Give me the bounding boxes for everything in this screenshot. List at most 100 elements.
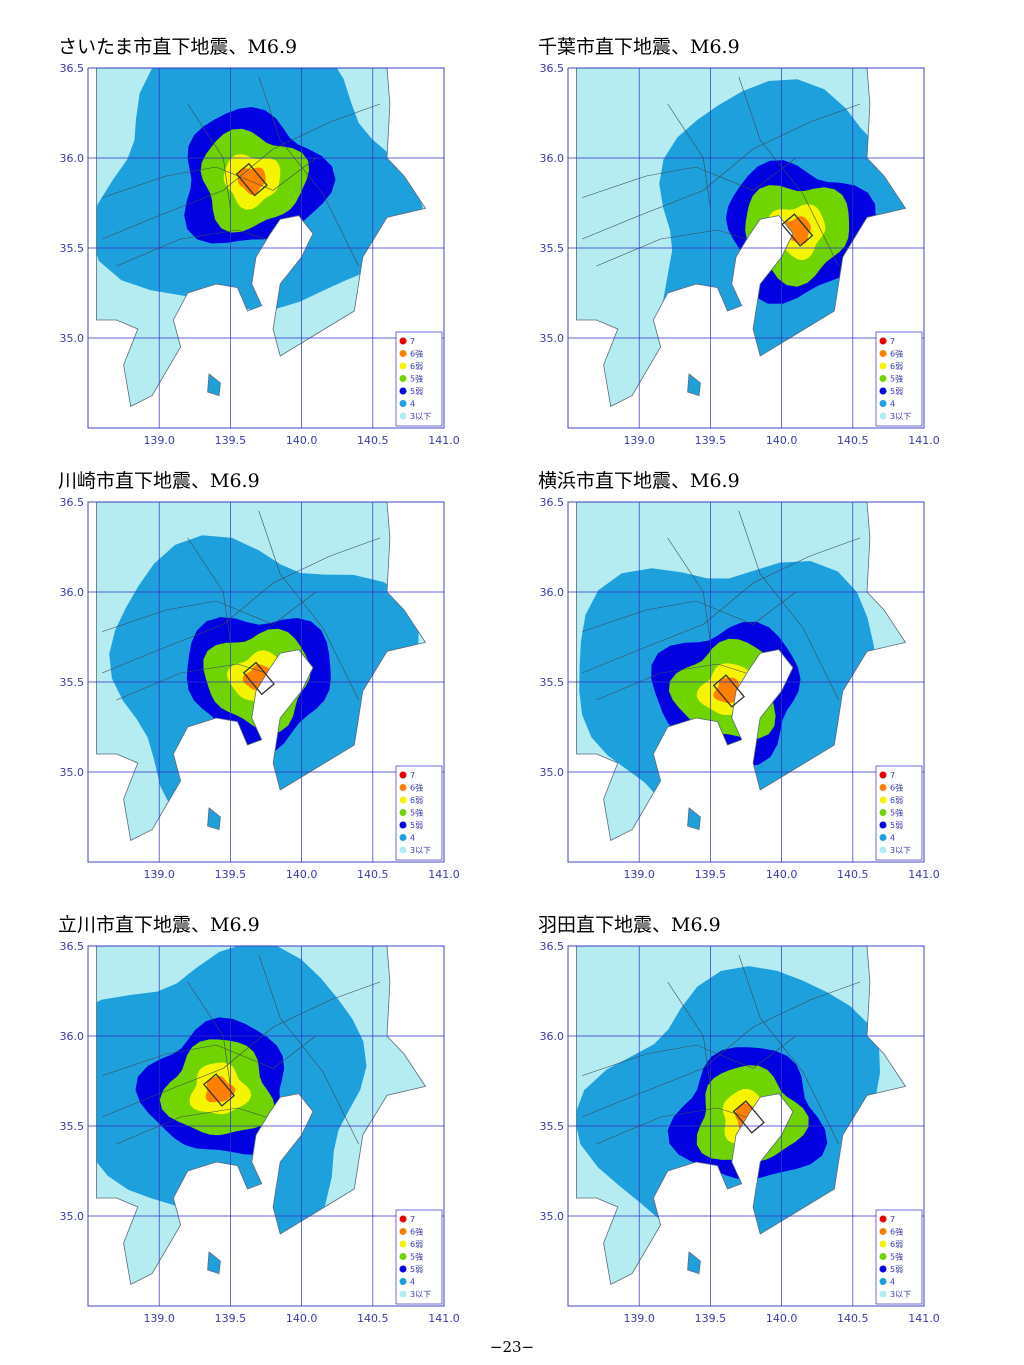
prefecture-boundary: [582, 591, 796, 632]
y-tick-label: 36.0: [540, 152, 565, 165]
legend-label: 5強: [890, 808, 903, 818]
legend-swatch: [399, 362, 407, 370]
map-frame: [567, 945, 925, 1307]
legend-swatch: [879, 771, 887, 779]
y-tick-label: 35.5: [60, 676, 85, 689]
map-frame: [567, 67, 925, 429]
legend-label: 3以下: [890, 846, 911, 855]
legend-swatch: [399, 1253, 407, 1260]
x-tick-label: 140.0: [766, 434, 798, 447]
oshima-island: [687, 373, 701, 397]
legend-swatch: [879, 834, 887, 841]
intensity-map: 139.0 139.5 140.0 140.5 141.0 36.5 36.0 35.5 35.…: [540, 496, 940, 881]
oshima-island: [207, 373, 221, 397]
legend-swatch: [399, 796, 407, 804]
map-frame: [87, 67, 445, 429]
map-title: 横浜市直下地震、M6.9: [538, 470, 740, 492]
legend-label: 5弱: [410, 1265, 423, 1274]
prefecture-boundary: [102, 157, 316, 198]
x-tick-label: 141.0: [908, 868, 940, 881]
legend-swatch: [399, 375, 407, 382]
legend-swatch: [879, 337, 887, 345]
legend-swatch: [879, 362, 887, 370]
y-tick-label: 35.0: [60, 766, 85, 779]
y-tick-label: 35.0: [540, 766, 565, 779]
legend-swatch: [399, 337, 407, 345]
x-tick-label: 141.0: [908, 434, 940, 447]
x-tick-label: 139.5: [695, 1312, 727, 1325]
prefecture-boundary: [116, 1107, 267, 1145]
prefecture-boundary: [102, 981, 381, 1118]
y-tick-label: 36.0: [60, 152, 85, 165]
coastline: [576, 67, 907, 408]
legend-label: 6強: [890, 349, 903, 359]
legend-swatch: [399, 834, 407, 841]
map-title: さいたま市直下地震、M6.9: [58, 36, 298, 58]
x-tick-label: 139.5: [695, 434, 727, 447]
y-tick-label: 35.5: [540, 242, 565, 255]
x-tick-label: 139.5: [215, 1312, 247, 1325]
oshima-island: [207, 807, 221, 831]
legend-label: 4: [410, 400, 415, 409]
prefecture-boundary: [582, 1035, 796, 1076]
legend-label: 6弱: [410, 362, 423, 371]
map-panel-chiba: 千葉市直下地震、M6.9 139.0 139.5 140.0 140.5 141.0 36…: [538, 32, 958, 462]
x-tick-label: 140.5: [837, 868, 869, 881]
legend-label: 3以下: [890, 1290, 911, 1299]
legend-label: 6弱: [410, 796, 423, 805]
y-tick-label: 36.5: [540, 940, 565, 953]
legend-label: 7: [410, 337, 415, 346]
coastline: [576, 501, 907, 842]
legend-swatch: [879, 796, 887, 804]
legend-label: 5弱: [890, 1265, 903, 1274]
legend-swatch: [399, 400, 407, 407]
y-tick-label: 35.0: [540, 1210, 565, 1223]
y-tick-label: 36.0: [540, 586, 565, 599]
prefecture-boundary: [116, 229, 267, 267]
prefecture-boundary: [582, 537, 861, 674]
legend-swatch: [399, 1228, 407, 1235]
y-tick-label: 35.5: [60, 1120, 85, 1133]
prefecture-boundary: [102, 1035, 316, 1076]
legend-swatch: [399, 846, 407, 854]
x-tick-label: 139.0: [143, 1312, 175, 1325]
legend-label: 4: [890, 834, 895, 843]
legend-label: 4: [890, 400, 895, 409]
legend-label: 5弱: [410, 821, 423, 830]
intensity-map: 139.0 139.5 140.0 140.5 141.0 36.5 36.0 35.5 35.…: [540, 62, 940, 447]
y-tick-label: 35.0: [540, 332, 565, 345]
fault-plane-marker: [202, 1073, 236, 1107]
y-tick-label: 36.5: [60, 940, 85, 953]
x-tick-label: 141.0: [428, 1312, 460, 1325]
legend-swatch: [879, 1240, 887, 1248]
legend-swatch: [879, 412, 887, 420]
y-tick-label: 36.5: [540, 496, 565, 509]
prefecture-boundary: [582, 157, 796, 198]
prefecture-boundary: [102, 591, 316, 632]
legend-label: 5強: [410, 374, 423, 384]
coastline: [96, 501, 427, 842]
legend-label: 7: [890, 771, 895, 780]
legend-swatch: [399, 387, 407, 395]
x-tick-label: 139.0: [623, 434, 655, 447]
legend-label: 5強: [890, 1252, 903, 1262]
legend-label: 3以下: [410, 1290, 431, 1299]
y-tick-label: 36.5: [60, 496, 85, 509]
map-frame: [87, 945, 445, 1307]
legend-swatch: [399, 1290, 407, 1298]
map-panel-saitama: さいたま市直下地震、M6.9 139.0 139.5 140.0 140.5 141.0…: [58, 32, 478, 462]
map-frame: [567, 501, 925, 863]
prefecture-boundary: [582, 103, 861, 240]
legend-label: 6強: [410, 783, 423, 793]
y-tick-label: 36.5: [540, 62, 565, 75]
legend-swatch: [399, 1265, 407, 1273]
legend-label: 4: [890, 1278, 895, 1287]
legend-label: 5強: [410, 1252, 423, 1262]
legend-label: 7: [410, 1215, 415, 1224]
x-tick-label: 140.5: [357, 1312, 389, 1325]
legend-swatch: [399, 412, 407, 420]
legend-label: 6強: [890, 783, 903, 793]
map-title: 羽田直下地震、M6.9: [538, 914, 721, 936]
legend-swatch: [399, 784, 407, 791]
y-tick-label: 35.0: [60, 332, 85, 345]
